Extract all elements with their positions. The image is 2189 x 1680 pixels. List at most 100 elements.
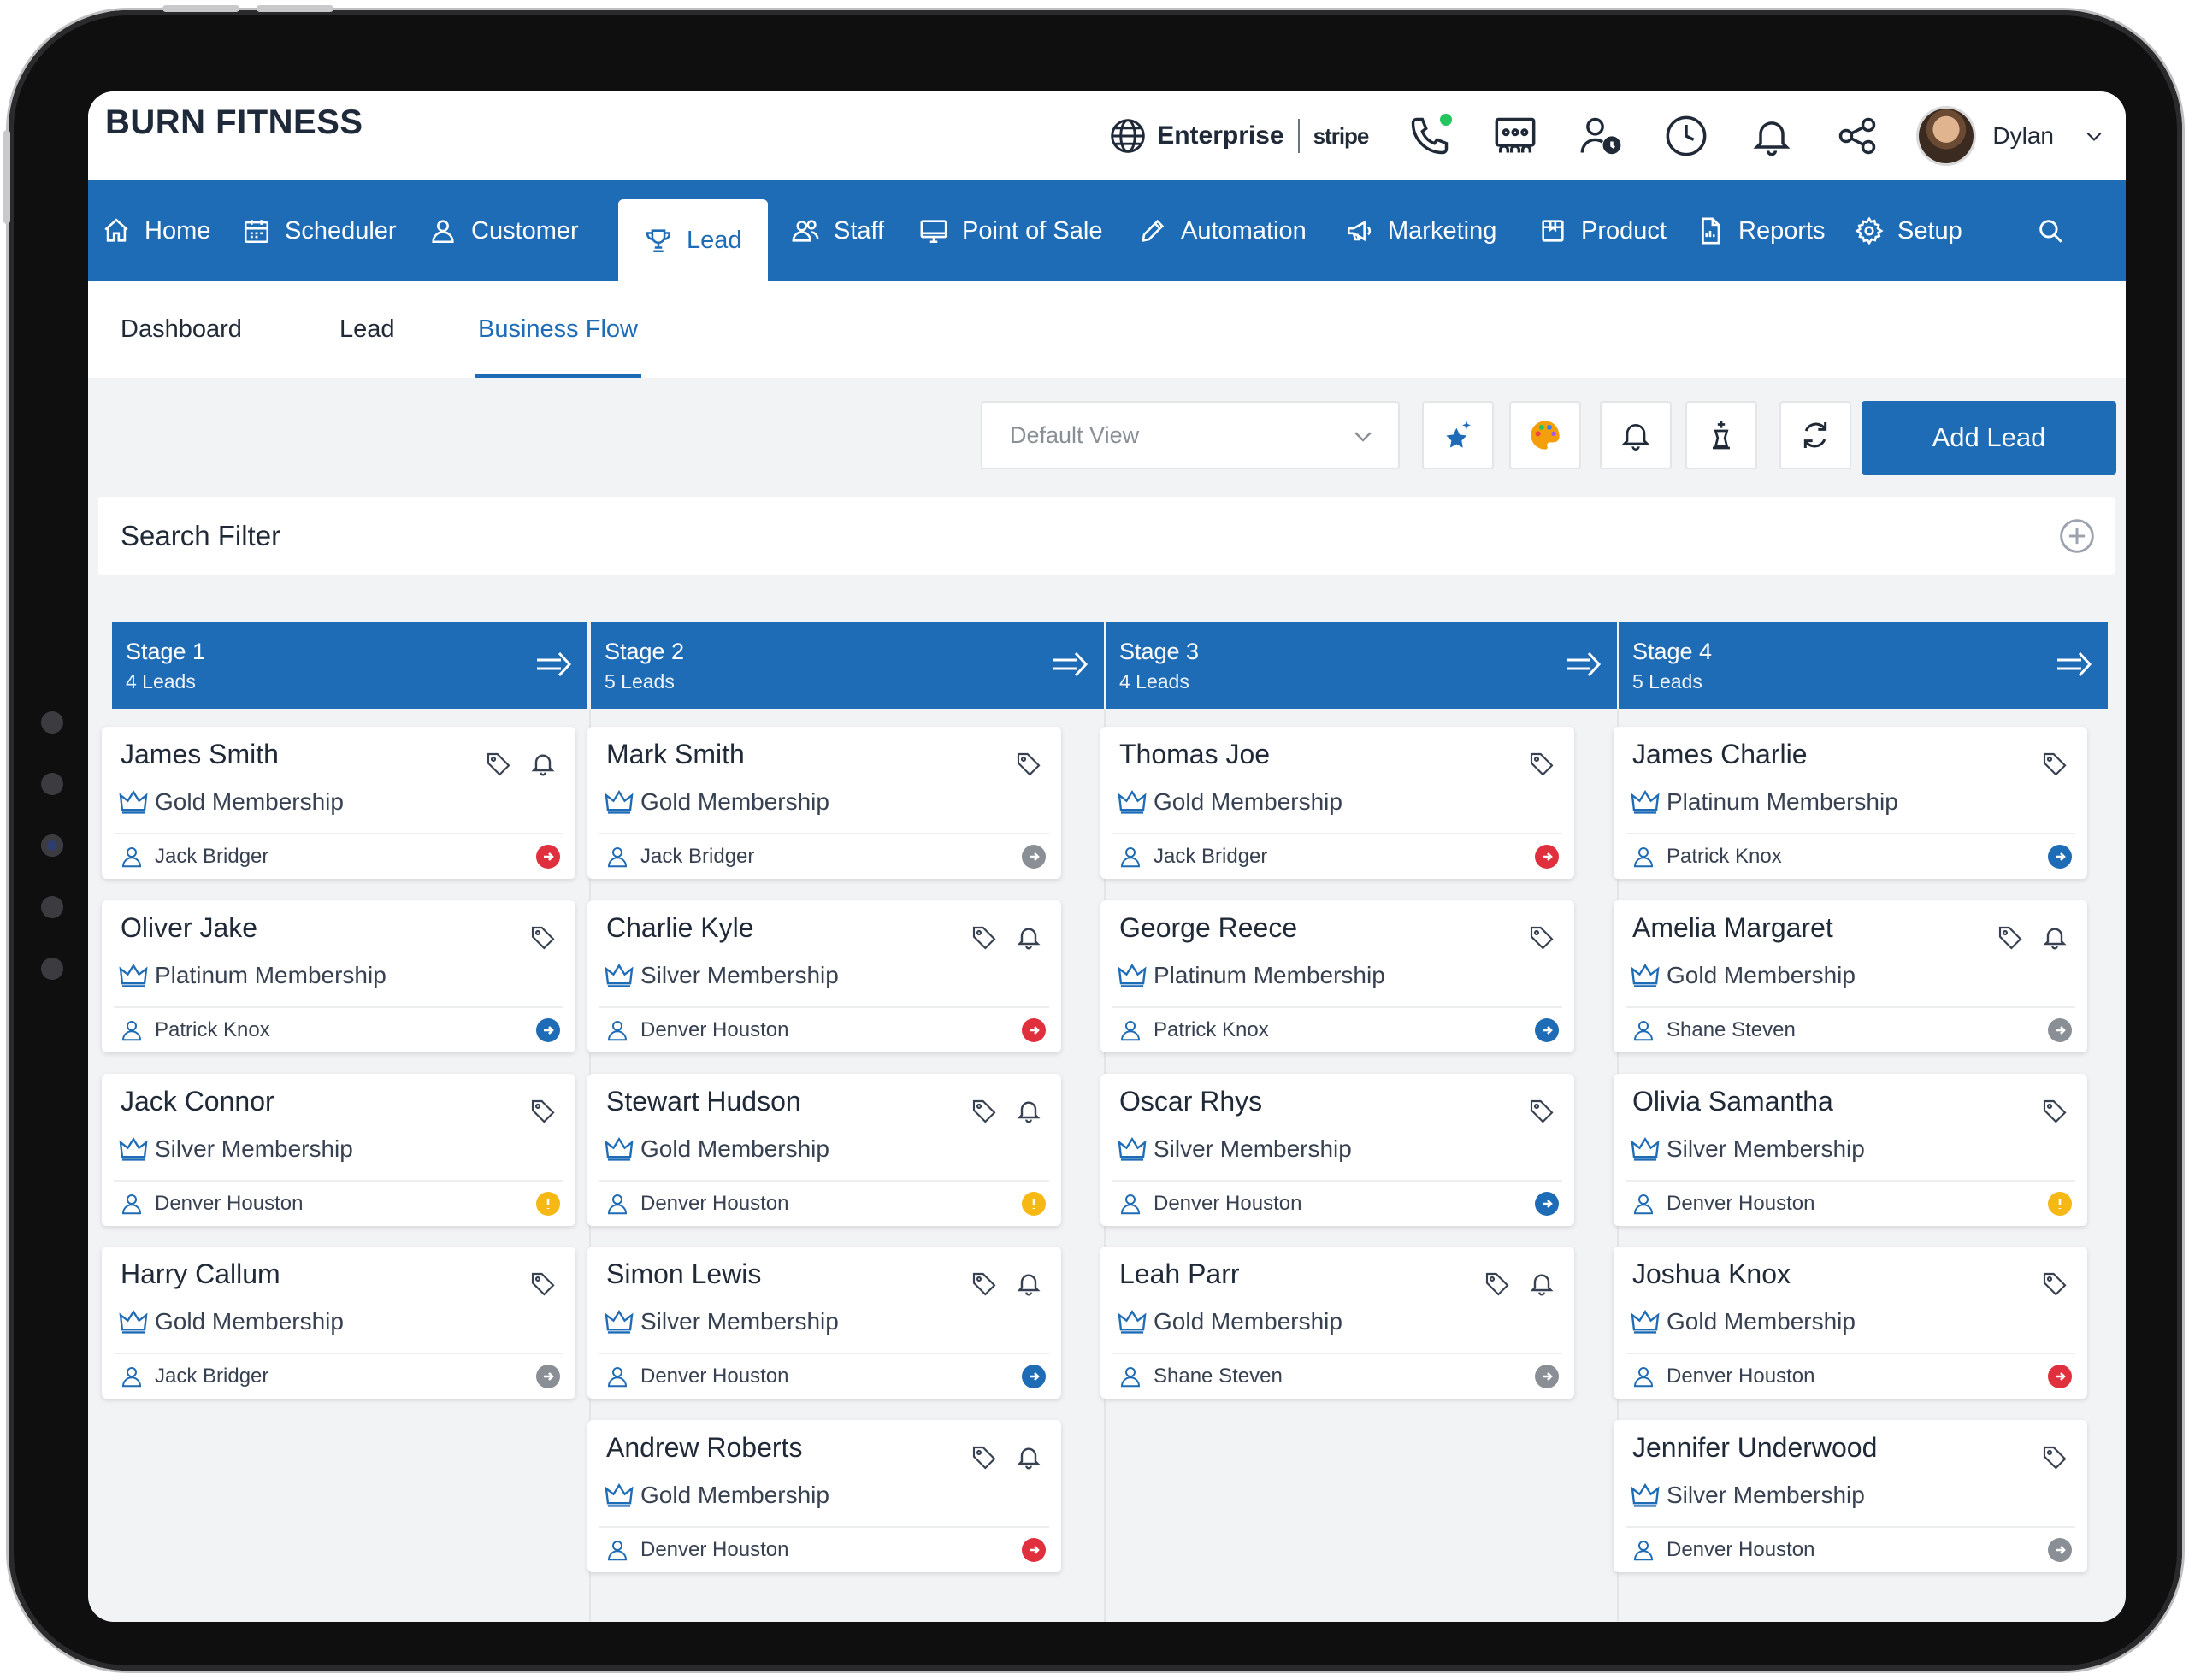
clock-button[interactable] — [1662, 112, 1710, 160]
bell-icon[interactable] — [1015, 923, 1042, 952]
lead-card[interactable]: Andrew Roberts Gold Membership Denver Hous… — [587, 1420, 1061, 1572]
tag-icon[interactable] — [2041, 751, 2068, 778]
lead-card[interactable]: Jennifer Underwood Silver Membership Denve… — [1614, 1420, 2087, 1572]
status-badge[interactable] — [1535, 1365, 1559, 1388]
status-badge[interactable] — [1022, 1192, 1046, 1216]
lead-card[interactable]: Amelia Margaret Gold Membership Shane Stev… — [1614, 900, 2087, 1052]
search-filter-panel[interactable]: Search Filter — [98, 497, 2115, 575]
status-badge[interactable] — [2048, 845, 2072, 869]
lead-name[interactable]: Harry Callum — [121, 1259, 280, 1289]
status-badge[interactable] — [1022, 1365, 1046, 1388]
phone-button[interactable] — [1406, 112, 1454, 160]
brand-logo[interactable]: BURN FITNESS — [105, 103, 363, 141]
bell-icon[interactable] — [529, 749, 557, 778]
nav-reports[interactable]: Reports — [1696, 180, 1826, 281]
chevron-down-icon[interactable] — [2083, 125, 2105, 147]
bell-icon[interactable] — [1015, 1442, 1042, 1471]
nav-product[interactable]: Product — [1538, 180, 1667, 281]
lead-name[interactable]: Amelia Margaret — [1632, 912, 1833, 943]
arrow-right-icon[interactable] — [2055, 649, 2092, 680]
lead-name[interactable]: Andrew Roberts — [606, 1432, 803, 1463]
lead-card[interactable]: Harry Callum Gold Membership Jack Bridger — [102, 1247, 575, 1399]
lead-name[interactable]: James Smith — [121, 739, 279, 769]
status-badge[interactable] — [2048, 1192, 2072, 1216]
tag-icon[interactable] — [1997, 924, 2024, 952]
nav-staff[interactable]: Staff — [791, 180, 884, 281]
stage-header[interactable]: Stage 4 5 Leads — [1619, 622, 2108, 709]
lead-card[interactable]: Leah Parr Gold Membership Shane Steven — [1100, 1247, 1574, 1399]
strategy-button[interactable] — [1685, 401, 1757, 469]
lead-name[interactable]: Jennifer Underwood — [1632, 1432, 1878, 1463]
lead-name[interactable]: George Reece — [1119, 912, 1298, 943]
status-badge[interactable] — [536, 1192, 560, 1216]
tag-icon[interactable] — [2041, 1444, 2068, 1471]
lead-name[interactable]: Stewart Hudson — [606, 1086, 801, 1117]
lead-name[interactable]: Olivia Samantha — [1632, 1086, 1833, 1117]
lead-card[interactable]: Joshua Knox Gold Membership Denver Houston — [1614, 1247, 2087, 1399]
status-badge[interactable] — [1535, 1192, 1559, 1216]
plus-circle-icon[interactable] — [2058, 517, 2096, 555]
add-lead-button[interactable]: Add Lead — [1862, 401, 2116, 475]
nav-lead[interactable]: Lead — [618, 199, 768, 281]
lead-card[interactable]: Thomas Joe Gold Membership Jack Bridger — [1100, 727, 1574, 879]
user-name[interactable]: Dylan — [1992, 122, 2054, 149]
view-select[interactable]: Default View — [981, 401, 1400, 469]
lead-name[interactable]: Mark Smith — [606, 739, 745, 769]
lead-name[interactable]: James Charlie — [1632, 739, 1808, 769]
nav-automation[interactable]: Automation — [1138, 180, 1307, 281]
status-badge[interactable] — [2048, 1538, 2072, 1562]
tag-icon[interactable] — [1528, 751, 1555, 778]
lead-name[interactable]: Charlie Kyle — [606, 912, 754, 943]
nav-point-of-sale[interactable]: Point of Sale — [919, 180, 1102, 281]
kiosk-button[interactable] — [1491, 112, 1539, 160]
tag-icon[interactable] — [529, 1098, 557, 1125]
lead-card[interactable]: Simon Lewis Silver Membership Denver Houst… — [587, 1247, 1061, 1399]
nav-search-button[interactable] — [2036, 180, 2065, 281]
nav-home[interactable]: Home — [102, 180, 210, 281]
tag-icon[interactable] — [529, 924, 557, 952]
bell-icon[interactable] — [1015, 1269, 1042, 1298]
status-badge[interactable] — [2048, 1018, 2072, 1042]
lead-card[interactable]: Olivia Samantha Silver Membership Denver H… — [1614, 1074, 2087, 1226]
lead-card[interactable]: James Charlie Platinum Membership Patrick … — [1614, 727, 2087, 879]
tab-business-flow[interactable]: Business Flow — [475, 281, 641, 378]
refresh-button[interactable] — [1779, 401, 1851, 469]
ai-button[interactable] — [1422, 401, 1494, 469]
share-button[interactable] — [1833, 112, 1881, 160]
lead-name[interactable]: Leah Parr — [1119, 1259, 1240, 1289]
tag-icon[interactable] — [971, 1444, 998, 1471]
lead-card[interactable]: Charlie Kyle Silver Membership Denver Hous… — [587, 900, 1061, 1052]
tag-icon[interactable] — [529, 1270, 557, 1298]
lead-name[interactable]: Joshua Knox — [1632, 1259, 1791, 1289]
lead-name[interactable]: Thomas Joe — [1119, 739, 1271, 769]
status-badge[interactable] — [1022, 1538, 1046, 1562]
bell-icon[interactable] — [1015, 1096, 1042, 1125]
tag-icon[interactable] — [2041, 1098, 2068, 1125]
nav-marketing[interactable]: Marketing — [1345, 180, 1496, 281]
avatar[interactable] — [1919, 109, 1974, 163]
status-badge[interactable] — [536, 1018, 560, 1042]
status-badge[interactable] — [1535, 845, 1559, 869]
stripe-logo[interactable]: stripe — [1313, 122, 1370, 149]
lead-card[interactable]: Mark Smith Gold Membership Jack Bridger — [587, 727, 1061, 879]
tag-icon[interactable] — [971, 924, 998, 952]
status-badge[interactable] — [1535, 1018, 1559, 1042]
status-badge[interactable] — [536, 1365, 560, 1388]
lead-name[interactable]: Oscar Rhys — [1119, 1086, 1263, 1117]
lead-name[interactable]: Jack Connor — [121, 1086, 274, 1117]
tab-dashboard[interactable]: Dashboard — [121, 315, 242, 343]
lead-card[interactable]: Oliver Jake Platinum Membership Patrick Kn… — [102, 900, 575, 1052]
tag-icon[interactable] — [1015, 751, 1042, 778]
lead-card[interactable]: Stewart Hudson Gold Membership Denver Hous… — [587, 1074, 1061, 1226]
notifications-button[interactable] — [1748, 112, 1796, 160]
tab-lead[interactable]: Lead — [339, 315, 395, 343]
tag-icon[interactable] — [971, 1098, 998, 1125]
arrow-right-icon[interactable] — [1051, 649, 1089, 680]
nav-customer[interactable]: Customer — [428, 180, 579, 281]
tag-icon[interactable] — [1484, 1270, 1511, 1298]
tag-icon[interactable] — [2041, 1270, 2068, 1298]
nav-scheduler[interactable]: Scheduler — [242, 180, 397, 281]
status-badge[interactable] — [1022, 1018, 1046, 1042]
tag-icon[interactable] — [971, 1270, 998, 1298]
status-badge[interactable] — [1022, 845, 1046, 869]
